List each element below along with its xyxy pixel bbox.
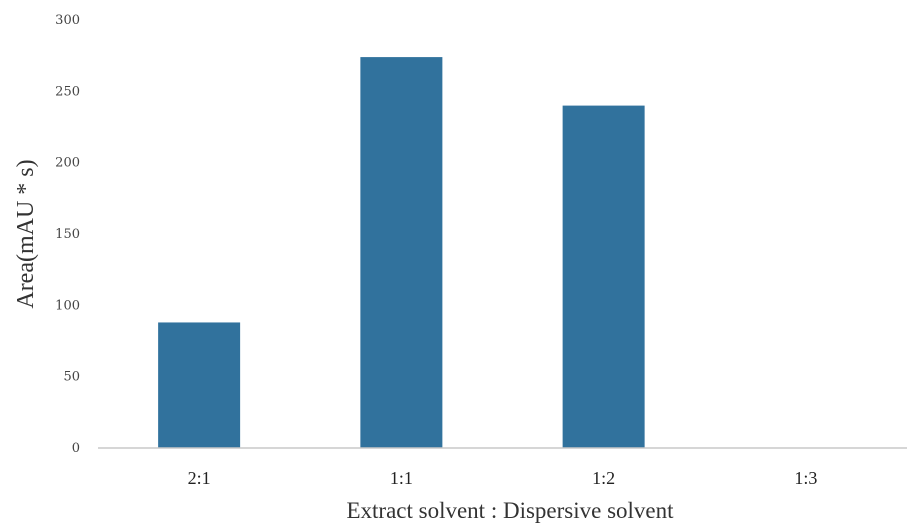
x-axis-title: Extract solvent : Dispersive solvent	[346, 498, 674, 523]
bar	[158, 322, 241, 448]
y-tick-label: 250	[55, 84, 80, 99]
x-tick-label: 1:3	[794, 468, 817, 488]
y-tick-label: 200	[55, 156, 80, 171]
bar-series	[158, 57, 645, 449]
bar	[360, 57, 443, 449]
x-axis-ticks: 2:1 1:1 1:2 1:3	[188, 468, 818, 488]
x-tick-label: 2:1	[188, 468, 211, 488]
x-tick-label: 1:2	[592, 468, 615, 488]
y-tick-label: 0	[72, 441, 80, 456]
y-axis-ticks: 0 50 100 150 200 250 300	[55, 13, 80, 456]
y-axis-title: Area(mAU * s)	[13, 159, 39, 308]
y-tick-label: 50	[63, 370, 80, 385]
y-tick-label: 100	[55, 298, 80, 313]
bar	[562, 105, 645, 448]
y-tick-label: 150	[55, 227, 80, 242]
y-tick-label: 300	[55, 13, 80, 28]
x-tick-label: 1:1	[390, 468, 413, 488]
